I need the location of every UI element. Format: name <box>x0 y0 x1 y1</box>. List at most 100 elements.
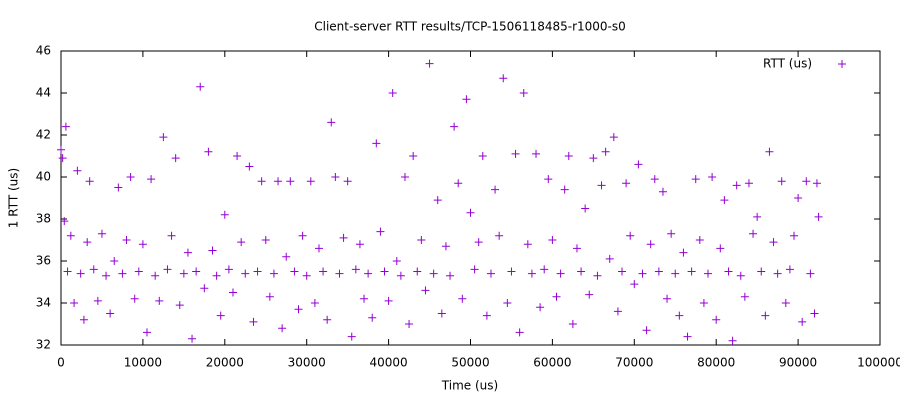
point <box>429 269 438 278</box>
point <box>757 267 766 276</box>
point <box>102 271 111 280</box>
point <box>720 196 729 205</box>
point <box>208 246 217 255</box>
point <box>278 324 287 333</box>
point <box>552 292 561 301</box>
point <box>351 265 360 274</box>
point <box>413 267 422 276</box>
point <box>310 299 319 307</box>
x-tick-label: 60000 <box>533 356 571 370</box>
y-tick-label: 44 <box>36 86 51 100</box>
point <box>167 231 176 240</box>
point <box>683 332 692 341</box>
point <box>597 181 606 190</box>
point <box>282 252 291 261</box>
point <box>650 175 659 184</box>
point <box>744 179 753 188</box>
point <box>503 299 512 307</box>
point <box>564 152 573 160</box>
point <box>196 82 205 91</box>
point <box>556 269 565 278</box>
point <box>97 229 106 238</box>
point <box>613 307 622 316</box>
point <box>425 59 434 68</box>
chart-title: Client-server RTT results/TCP-1506118485… <box>314 20 626 34</box>
point <box>327 118 336 127</box>
point <box>245 162 254 171</box>
point <box>769 238 778 247</box>
point <box>302 271 311 280</box>
point <box>515 328 524 337</box>
point <box>609 133 618 142</box>
x-axis-label: Time (us) <box>441 379 498 393</box>
point <box>364 269 373 278</box>
point <box>679 248 688 257</box>
point <box>687 267 696 276</box>
point <box>646 240 655 249</box>
point <box>740 292 749 301</box>
point <box>708 173 717 181</box>
point <box>654 267 663 276</box>
point <box>274 177 283 186</box>
point <box>560 185 569 194</box>
point <box>249 317 258 326</box>
y-tick-label: 34 <box>36 296 51 310</box>
point <box>691 175 700 184</box>
point <box>224 265 233 274</box>
point <box>736 271 745 280</box>
x-tick-label: 50000 <box>451 356 489 370</box>
point <box>806 269 815 278</box>
point <box>716 244 725 253</box>
point <box>511 149 520 158</box>
point <box>622 179 631 188</box>
point <box>241 269 250 278</box>
y-tick-label: 42 <box>36 128 51 142</box>
point <box>159 133 168 142</box>
point <box>798 317 807 326</box>
point <box>70 299 79 307</box>
x-tick-label: 80000 <box>697 356 735 370</box>
point <box>532 149 541 158</box>
point <box>527 269 536 278</box>
point <box>83 238 92 247</box>
point <box>812 179 821 188</box>
point <box>548 236 557 244</box>
y-tick-label: 46 <box>36 44 51 58</box>
point <box>618 267 627 276</box>
point <box>360 294 369 303</box>
y-tick-label: 32 <box>36 338 51 352</box>
point <box>339 233 348 242</box>
point <box>228 288 237 297</box>
point <box>175 301 184 310</box>
point <box>204 147 213 156</box>
point <box>642 326 651 335</box>
x-tick-label: 100000 <box>857 356 900 370</box>
point <box>671 269 680 278</box>
point <box>188 334 197 343</box>
point <box>790 231 799 240</box>
point <box>122 236 131 244</box>
point <box>319 267 328 276</box>
point <box>286 177 295 186</box>
point <box>409 152 418 160</box>
point <box>294 305 303 314</box>
point <box>732 181 741 190</box>
point <box>454 179 463 188</box>
point <box>400 173 409 181</box>
point <box>343 177 352 186</box>
point <box>605 254 614 263</box>
point <box>60 217 69 226</box>
point <box>76 269 85 278</box>
y-tick-label: 40 <box>36 170 51 184</box>
point <box>147 175 156 184</box>
point <box>781 299 790 307</box>
point <box>200 284 209 293</box>
point <box>63 267 72 276</box>
point <box>785 265 794 274</box>
point <box>765 147 774 156</box>
x-tick-label: 90000 <box>779 356 817 370</box>
point <box>376 227 385 236</box>
point <box>536 303 545 312</box>
point <box>212 271 221 280</box>
